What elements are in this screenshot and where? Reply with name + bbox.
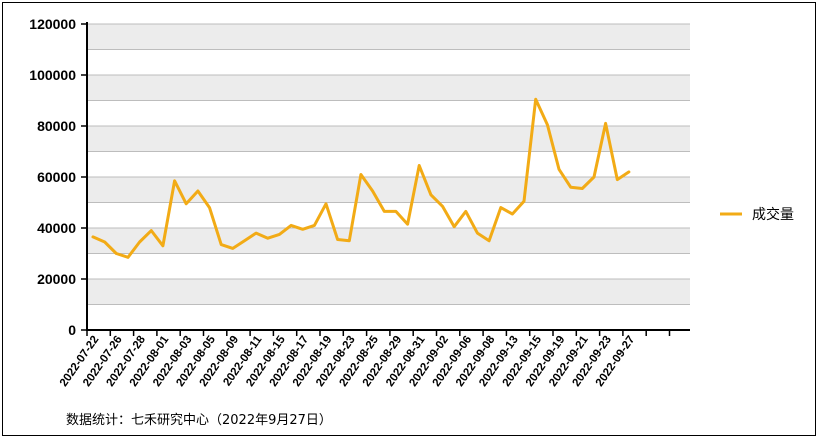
grid-bands bbox=[87, 24, 690, 305]
legend: 成交量 bbox=[720, 206, 794, 223]
y-tick-label: 0 bbox=[68, 322, 76, 338]
y-tick-label: 100000 bbox=[29, 67, 76, 83]
series-line-成交量 bbox=[91, 97, 631, 259]
data-source-footer: 数据统计：七禾研究中心（2022年9月27日） bbox=[66, 413, 332, 428]
y-tick-label: 20000 bbox=[37, 271, 76, 287]
y-tick-label: 80000 bbox=[37, 118, 76, 134]
x-axis-ticks: 2022-07-222022-07-262022-07-282022-08-01… bbox=[58, 330, 671, 389]
y-axis-ticks: 0 20000 40000 60000 80000 100000 120000 bbox=[29, 16, 87, 338]
grid-band bbox=[87, 228, 690, 254]
y-tick-label: 40000 bbox=[37, 220, 76, 236]
grid-band bbox=[87, 24, 690, 50]
grid-band bbox=[87, 75, 690, 101]
legend-label: 成交量 bbox=[752, 206, 794, 223]
grid-lines bbox=[87, 23, 690, 305]
y-tick-label: 60000 bbox=[37, 169, 76, 185]
grid-band bbox=[87, 126, 690, 152]
y-tick-label: 120000 bbox=[29, 16, 76, 32]
grid-band bbox=[87, 279, 690, 305]
